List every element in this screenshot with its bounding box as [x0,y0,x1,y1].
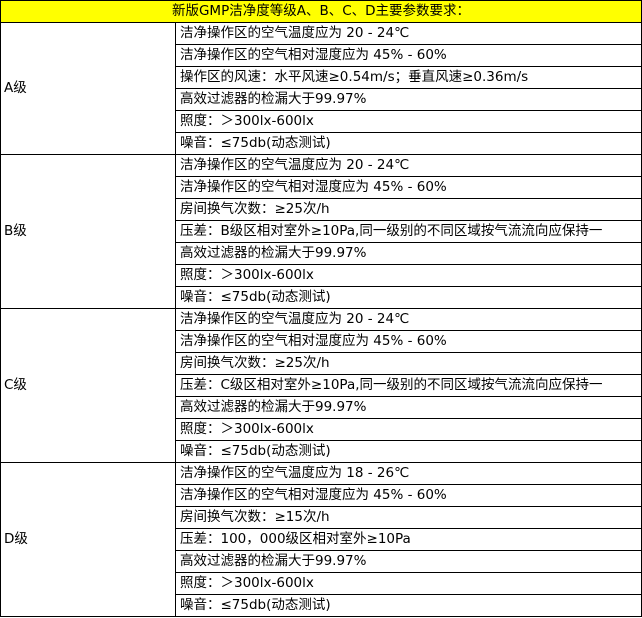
requirement-cell: 噪音：≤75db(动态测试) [174,440,642,463]
requirement-cell: 洁净操作区的空气温度应为 18 - 26℃ [174,462,642,485]
requirement-cell: 高效过滤器的检漏大于99.97% [174,550,642,573]
requirement-cell: 照度：＞300lx-600lx [174,418,642,441]
grade-label: B级 [0,154,176,309]
table-row: 压差：C级区相对室外≥10Pa,同一级别的不同区域按气流流向应保持一 [1,374,642,397]
table-row: 洁净操作区的空气相对湿度应为 45% - 60% [1,484,642,507]
requirement-cell: 房间换气次数：≥25次/h [174,352,642,375]
requirement-cell: 洁净操作区的空气温度应为 20 - 24℃ [174,22,642,45]
table-row: 高效过滤器的检漏大于99.97% [1,550,642,573]
grade-label: C级 [0,308,176,463]
requirement-cell: 房间换气次数：≥25次/h [174,198,642,221]
requirement-cell: 洁净操作区的空气相对湿度应为 45% - 60% [174,44,642,67]
requirement-cell: 噪音：≤75db(动态测试) [174,286,642,309]
table-row: 噪音：≤75db(动态测试) [1,440,642,463]
requirement-cell: 压差：100，000级区相对室外≥10Pa [174,528,642,551]
requirement-cell: 照度：＞300lx-600lx [174,264,642,287]
title-row: 新版GMP洁净度等级A、B、C、D主要参数要求： [0,0,642,23]
requirement-cell: 洁净操作区的空气相对湿度应为 45% - 60% [174,330,642,353]
table-row: D级 洁净操作区的空气温度应为 18 - 26℃ [0,462,642,617]
table-row: 噪音：≤75db(动态测试) [1,594,642,617]
requirement-cell: 操作区的风速：水平风速≥0.54m/s；垂直风速≥0.36m/s [174,66,642,89]
table-row: 房间换气次数：≥25次/h [1,352,642,375]
requirement-cell: 洁净操作区的空气相对湿度应为 45% - 60% [174,176,642,199]
requirement-cell: 洁净操作区的空气相对湿度应为 45% - 60% [174,484,642,507]
table-row: C级 洁净操作区的空气温度应为 20 - 24℃ [0,308,642,463]
requirement-cell: 高效过滤器的检漏大于99.97% [174,242,642,265]
requirement-cell: 高效过滤器的检漏大于99.97% [174,396,642,419]
table-title: 新版GMP洁净度等级A、B、C、D主要参数要求： [0,0,642,23]
requirement-cell: 房间换气次数：≥15次/h [174,506,642,529]
table-row: 高效过滤器的检漏大于99.97% [1,242,642,265]
requirement-cell: 噪音：≤75db(动态测试) [174,132,642,155]
table-row: 噪音：≤75db(动态测试) [1,132,642,155]
requirement-cell: 高效过滤器的检漏大于99.97% [174,88,642,111]
table-row: A级 洁净操作区的空气温度应为 20 - 24℃ [0,22,642,155]
grade-label: A级 [0,22,176,155]
requirement-cell: 洁净操作区的空气温度应为 20 - 24℃ [174,154,642,177]
requirement-cell: 噪音：≤75db(动态测试) [174,594,642,617]
grade-label: D级 [0,462,176,617]
requirement-cell: 压差：B级区相对室外≥10Pa,同一级别的不同区域按气流流向应保持一 [174,220,642,243]
table-row: B级 洁净操作区的空气温度应为 20 - 24℃ [0,154,642,309]
table-row: 压差：100，000级区相对室外≥10Pa [1,528,642,551]
requirement-cell: 照度：＞300lx-600lx [174,110,642,133]
requirement-cell: 压差：C级区相对室外≥10Pa,同一级别的不同区域按气流流向应保持一 [174,374,642,397]
requirement-cell: 洁净操作区的空气温度应为 20 - 24℃ [174,308,642,331]
requirement-cell: 照度：＞300lx-600lx [174,572,642,595]
table-row: 照度：＞300lx-600lx [1,418,642,441]
